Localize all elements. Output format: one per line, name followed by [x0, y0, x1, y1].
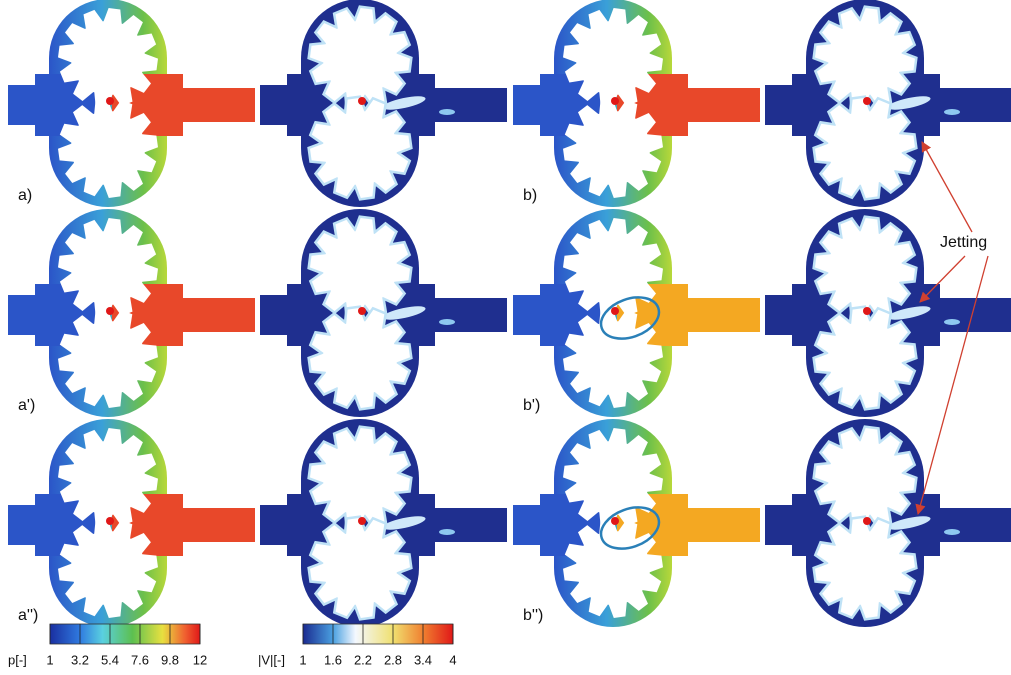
jet-spot — [106, 307, 114, 315]
colorbar — [303, 624, 453, 644]
pump-panel — [260, 209, 507, 417]
pump-panel — [765, 0, 1011, 207]
jet-spot — [611, 517, 619, 525]
figure: a) b) a') b') a'') b'') Jetting p[-] 1 3.2 5.4 7.… — [0, 0, 1011, 675]
panel-label: b'') — [523, 607, 543, 624]
colorbar-tick-label: 12 — [193, 652, 207, 667]
jet-spot — [358, 517, 366, 525]
jet-streak — [944, 109, 960, 115]
pump-panel: b') — [513, 209, 760, 417]
jet-spot — [611, 307, 619, 315]
colorbar-tick-label: 2.2 — [354, 652, 372, 667]
arrow — [920, 256, 965, 302]
panel-label: a') — [18, 397, 35, 414]
pump-panel — [765, 419, 1011, 627]
colorbar-label: |V|[-] — [258, 652, 285, 667]
jet-spot — [106, 97, 114, 105]
panel-label: a) — [18, 187, 32, 204]
jet-spot — [358, 97, 366, 105]
pump-panel: b) — [513, 0, 760, 207]
panel-label: b') — [523, 397, 540, 414]
colorbar-tick-label: 2.8 — [384, 652, 402, 667]
jet-spot — [863, 97, 871, 105]
jet-streak — [944, 529, 960, 535]
jet-spot — [358, 307, 366, 315]
jet-spot — [863, 517, 871, 525]
jet-spot — [106, 517, 114, 525]
colorbar-tick-label: 5.4 — [101, 652, 119, 667]
panels: a) b) a') b') a'') b'') — [8, 0, 1011, 627]
jet-streak — [439, 529, 455, 535]
jet-streak — [439, 319, 455, 325]
pump-panel — [260, 0, 507, 207]
colorbar-tick-label: 1.6 — [324, 652, 342, 667]
arrow — [922, 142, 972, 232]
pump-panel: a'') — [8, 419, 255, 627]
pump-panel: b'') — [513, 419, 760, 627]
jet-spot — [863, 307, 871, 315]
panel-label: b) — [523, 187, 537, 204]
jet-spot — [611, 97, 619, 105]
colorbars: p[-] 1 3.2 5.4 7.6 9.8 12 |V|[-] 1 1.6 2.2 2.8 3.4 4 — [8, 624, 457, 667]
colorbar-tick-label: 1 — [46, 652, 53, 667]
pump-panel: a) — [8, 0, 255, 207]
panel-label: a'') — [18, 607, 38, 624]
colorbar — [50, 624, 200, 644]
colorbar-tick-label: 9.8 — [161, 652, 179, 667]
annotation: Jetting — [940, 234, 987, 251]
pump-panel — [260, 419, 507, 627]
colorbar-tick-label: 1 — [299, 652, 306, 667]
colorbar-tick-label: 3.4 — [414, 652, 432, 667]
colorbar-tick-label: 7.6 — [131, 652, 149, 667]
pump-panel: a') — [8, 209, 255, 417]
jet-streak — [944, 319, 960, 325]
colorbar-label: p[-] — [8, 652, 27, 667]
jet-streak — [439, 109, 455, 115]
colorbar-tick-label: 4 — [449, 652, 456, 667]
colorbar-tick-label: 3.2 — [71, 652, 89, 667]
